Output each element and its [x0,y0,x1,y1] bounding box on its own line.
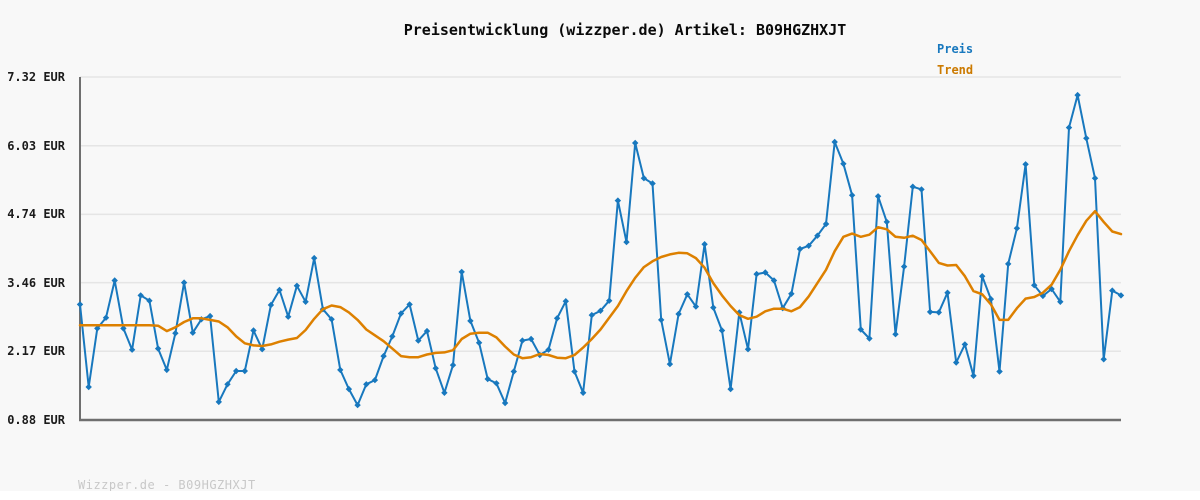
y-axis-label: 7.32 EUR [7,70,65,84]
y-axis-label: 3.46 EUR [7,275,65,290]
legend-item-trend: Trend [937,63,974,77]
legend-item-preis: Preis [937,42,974,56]
chart-title: Preisentwicklung (wizzper.de) Artikel: B… [403,21,847,39]
trend-line [78,209,1123,360]
y-axis-label: 4.74 EUR [7,207,65,222]
bottom-strip [0,491,1200,500]
y-axis-label: 6.03 EUR [7,138,65,153]
watermark-text: Wizzper.de - B09HGZHXJT [78,478,256,492]
y-axis-label: 0.88 EUR [7,413,65,427]
y-axis-label: 2.17 EUR [7,344,65,359]
price-line [79,94,1122,407]
price-markers [76,91,1125,409]
legend: Preis Trend [937,39,973,81]
